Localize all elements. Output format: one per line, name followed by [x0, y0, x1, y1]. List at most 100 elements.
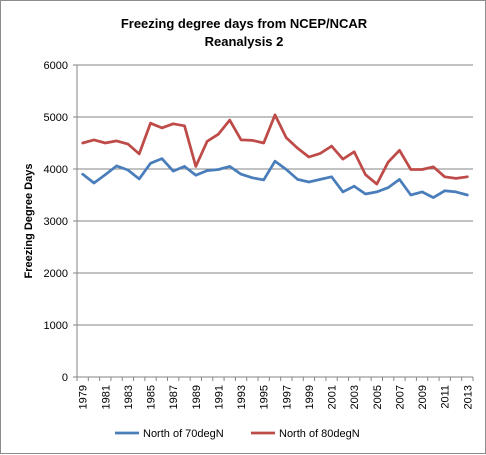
data-point	[126, 168, 130, 172]
y-axis-title: Freezing Degree Days	[23, 164, 35, 279]
data-point	[409, 168, 412, 171]
chart-title-line1: Freezing degree days from NCEP/NCAR	[121, 16, 368, 31]
data-point	[239, 173, 243, 176]
x-tick-labels: 1979 1981 1983 1985 1987 1989 1991 1993 1995 1997…	[78, 385, 475, 409]
data-point	[217, 132, 220, 136]
data-point	[443, 175, 446, 178]
data-point	[160, 157, 164, 160]
data-point	[330, 175, 333, 178]
data-point	[432, 196, 435, 199]
x-tick-label: 2007	[394, 385, 406, 409]
data-point	[285, 168, 288, 171]
data-point	[160, 126, 164, 130]
data-point	[92, 138, 96, 142]
data-point	[149, 122, 152, 125]
data-point	[115, 139, 118, 143]
data-point	[375, 182, 379, 186]
x-tick-label: 1985	[146, 385, 158, 409]
data-point	[454, 177, 458, 180]
data-point	[285, 136, 288, 139]
data-point	[341, 190, 345, 194]
y-tick-label: 4000	[44, 164, 68, 176]
data-point	[81, 173, 84, 176]
x-tick-label: 1989	[191, 385, 203, 409]
data-point	[262, 141, 265, 145]
y-tick-label: 1000	[44, 320, 68, 332]
y-tick-label: 3000	[44, 216, 68, 228]
data-point	[409, 193, 412, 197]
data-point	[375, 190, 379, 194]
data-point	[386, 186, 390, 189]
y-tick-labels: 0 1000 2000 3000 4000 5000 6000	[44, 60, 77, 384]
data-point	[194, 165, 197, 168]
data-point	[353, 184, 356, 188]
data-point	[296, 178, 299, 181]
data-point	[194, 174, 197, 177]
data-point	[138, 152, 141, 156]
data-point	[353, 150, 356, 154]
data-point	[319, 152, 322, 155]
data-point	[398, 178, 401, 181]
x-tick-label: 1979	[78, 385, 90, 409]
data-point	[251, 139, 254, 142]
data-point	[466, 175, 469, 178]
legend: North of 70degN North of 80degN	[115, 428, 360, 440]
data-point	[330, 144, 333, 148]
data-point	[239, 138, 243, 142]
x-tick-label: 2003	[349, 385, 361, 409]
data-point	[81, 141, 84, 145]
data-point	[443, 189, 446, 193]
y-tick-label: 5000	[44, 112, 68, 124]
data-point	[454, 190, 458, 194]
x-tick-label: 1993	[236, 385, 248, 409]
x-tick-label: 1983	[123, 385, 135, 409]
chart-title-line2: Reanalysis 2	[205, 34, 284, 49]
data-point	[183, 124, 186, 128]
data-point	[205, 140, 209, 143]
data-point	[420, 190, 424, 194]
data-point	[262, 178, 265, 182]
data-point	[171, 169, 175, 173]
x-tick-label: 1997	[281, 385, 293, 409]
data-point	[273, 113, 277, 117]
data-point	[104, 141, 107, 145]
x-tick-label: 1995	[259, 385, 271, 409]
y-tick-label: 6000	[44, 60, 68, 72]
data-point	[228, 118, 231, 122]
data-point	[228, 165, 231, 168]
legend-label: North of 80degN	[279, 428, 360, 440]
x-tick-label: 2009	[417, 385, 429, 409]
y-tick-label: 2000	[44, 268, 68, 280]
x-tick-label: 1987	[168, 385, 180, 409]
data-point	[307, 180, 311, 184]
x-tick-label: 2005	[372, 385, 384, 409]
data-point	[115, 164, 118, 168]
x-tick-label: 1991	[213, 385, 225, 409]
series-line-1	[81, 157, 469, 199]
data-point	[466, 193, 469, 197]
data-point	[319, 178, 322, 181]
data-point	[432, 165, 435, 169]
data-point	[307, 155, 311, 159]
axes	[76, 65, 474, 381]
data-point	[126, 142, 130, 146]
legend-label: North of 70degN	[143, 428, 224, 440]
data-point	[138, 177, 141, 181]
data-point	[183, 165, 186, 168]
data-point	[92, 181, 96, 185]
x-tick-label: 2011	[440, 385, 452, 409]
x-tick-label: 1999	[304, 385, 316, 409]
series-lines	[81, 113, 469, 199]
data-point	[205, 169, 209, 172]
data-point	[171, 122, 175, 125]
data-point	[364, 173, 367, 176]
x-tick-label: 2001	[327, 385, 339, 409]
data-point	[296, 147, 299, 150]
series-line-2	[81, 113, 469, 186]
y-tick-label: 0	[62, 372, 68, 384]
data-point	[273, 160, 277, 163]
data-point	[420, 168, 424, 171]
data-point	[251, 176, 254, 180]
